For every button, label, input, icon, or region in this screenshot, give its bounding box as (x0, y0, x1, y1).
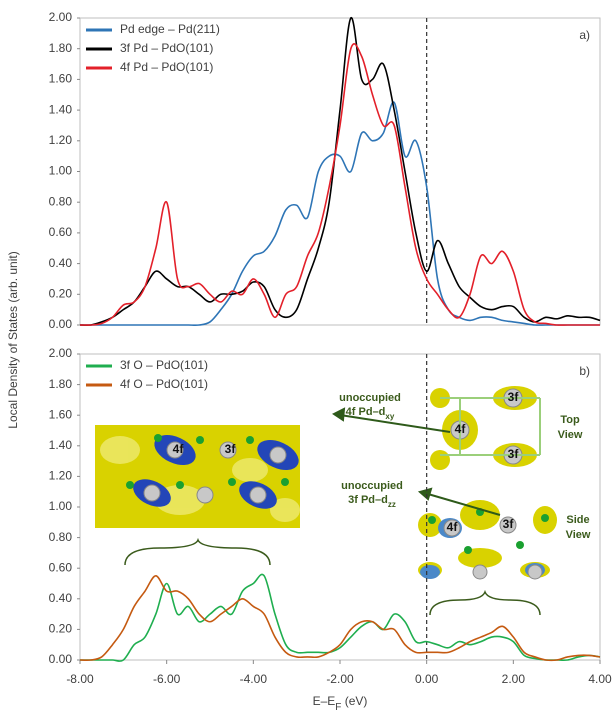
y-tick-label: 1.00 (49, 164, 73, 178)
x-tick-label: 2.00 (502, 672, 526, 686)
y-tick-label: 0.60 (49, 560, 73, 574)
y-tick-label: 1.80 (49, 377, 73, 391)
x-axis-label-part: E–E (313, 694, 336, 708)
y-tick-label: 1.80 (49, 41, 73, 55)
x-axis-label: E–EF (eV) (313, 694, 368, 711)
chart: 0.00 0.20 0.40 0.60 0.80 1.00 1.20 1.40 1.60 1.80… (0, 0, 616, 711)
panel-label: b) (579, 364, 590, 378)
note-text: unoccupied (339, 392, 401, 404)
note-text: unoccupied (341, 480, 403, 492)
legend-label: 3f O – PdO(101) (120, 358, 208, 372)
x-axis-label-part: (eV) (341, 694, 367, 708)
y-tick-label: 0.80 (49, 530, 73, 544)
x-tick-label: -4.00 (240, 672, 268, 686)
y-tick-label: 1.20 (49, 133, 73, 147)
note-text: 4f Pd–dxy (346, 406, 395, 421)
y-tick-label: 0.00 (49, 317, 73, 331)
site-label: 4f (455, 422, 467, 436)
y-tick-label: 2.00 (49, 10, 73, 24)
y-tick-label: 1.00 (49, 499, 73, 513)
y-tick-label: 0.60 (49, 225, 73, 239)
view-label: View (566, 529, 591, 541)
legend-label: 4f Pd – PdO(101) (120, 60, 213, 74)
legend-label: Pd edge – Pd(211) (120, 22, 220, 36)
y-tick-label: 1.60 (49, 72, 73, 86)
note-part: 3f Pd–d (348, 494, 388, 506)
site-label: 3f (225, 442, 237, 456)
y-tick-label: 1.40 (49, 102, 73, 116)
legend-label: 3f Pd – PdO(101) (120, 41, 213, 55)
series-line (80, 102, 600, 325)
panel-label: a) (579, 28, 590, 42)
bracket-right (430, 592, 540, 615)
bracket-left (125, 540, 270, 565)
x-tick-label: -8.00 (66, 672, 94, 686)
site-label: 4f (173, 442, 185, 456)
note-part: 4f Pd–d (346, 406, 386, 418)
site-label: 3f (508, 390, 520, 404)
insets (95, 378, 557, 615)
series-line (80, 44, 600, 325)
y-tick-label: 0.80 (49, 194, 73, 208)
view-label: Top (560, 414, 580, 426)
y-tick-label: 1.20 (49, 469, 73, 483)
site-label: 3f (508, 447, 520, 461)
y-tick-label: 0.40 (49, 256, 73, 270)
view-label: Side (566, 514, 589, 526)
view-label: View (558, 429, 583, 441)
note-sub: zz (388, 500, 396, 509)
y-tick-label: 0.00 (49, 652, 73, 666)
site-label: 3f (503, 517, 515, 531)
x-tick-label: -2.00 (326, 672, 354, 686)
x-tick-label: -6.00 (153, 672, 181, 686)
y-tick-label: 1.60 (49, 407, 73, 421)
x-tick-label: 0.00 (415, 672, 439, 686)
site-label: 4f (447, 520, 459, 534)
note-sub: xy (385, 412, 394, 421)
note-text: 3f Pd–dzz (348, 494, 396, 509)
y-tick-label: 0.20 (49, 622, 73, 636)
y-tick-label: 1.40 (49, 438, 73, 452)
y-tick-label: 0.20 (49, 286, 73, 300)
legend-label: 4f O – PdO(101) (120, 377, 208, 391)
y-tick-label: 0.40 (49, 591, 73, 605)
x-tick-label: 4.00 (588, 672, 612, 686)
series-line (80, 574, 600, 661)
y-tick-label: 2.00 (49, 346, 73, 360)
y-axis-label: Local Density of States (arb. unit) (6, 251, 20, 428)
